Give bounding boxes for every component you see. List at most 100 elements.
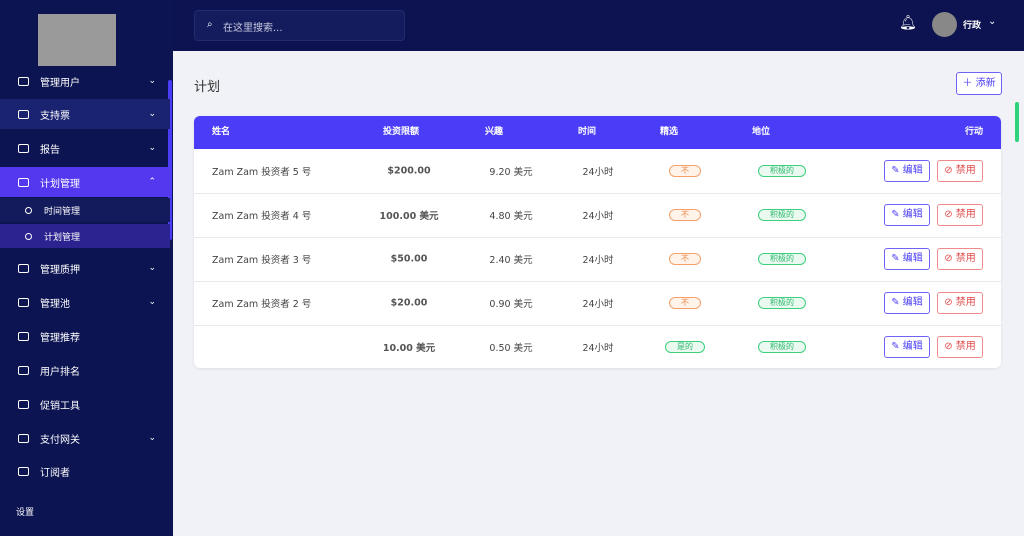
user-name[interactable]: 行政 bbox=[963, 21, 982, 31]
edit-label: 编辑 bbox=[902, 209, 923, 220]
nav-item[interactable]: 管理池 ⌄ bbox=[0, 287, 170, 317]
status-badge: 积极的 bbox=[758, 341, 806, 353]
featured-badge: 是的 bbox=[665, 341, 705, 353]
add-label: 添新 bbox=[975, 78, 996, 89]
row-divider bbox=[194, 193, 1001, 194]
featured-badge: 不 bbox=[669, 209, 701, 221]
nav-icon bbox=[18, 297, 29, 307]
sidebar: 管理用户 ⌄ 支持票 ⌄ 报告 ⌄ 计划管理 ⌃ 时间管理 计划管理 管理质押 ⌄ 管理池 ⌄ 管理推荐 用户… bbox=[0, 0, 173, 536]
nav-label: 促销工具 bbox=[40, 400, 80, 412]
disable-label: 禁用 bbox=[955, 341, 976, 352]
nav-item[interactable]: 管理质押 ⌄ bbox=[0, 253, 170, 283]
avatar[interactable] bbox=[932, 12, 957, 37]
nav-caret: ⌄ bbox=[148, 76, 156, 86]
nav-label: 管理池 bbox=[40, 298, 70, 310]
nav-label: 管理推荐 bbox=[40, 332, 80, 344]
featured-badge: 不 bbox=[669, 253, 701, 265]
status-badge: 积极的 bbox=[758, 253, 806, 265]
disable-button[interactable]: ⊘ 禁用 bbox=[937, 292, 983, 314]
nav-icon bbox=[18, 365, 29, 375]
search-box[interactable]: ⌕ 在这里搜索... bbox=[194, 10, 405, 41]
column-header: 兴趣 bbox=[484, 127, 503, 137]
plan-name: Zam Zam 投资者 4 号 bbox=[212, 211, 312, 222]
plan-name: Zam Zam 投资者 5 号 bbox=[212, 167, 312, 178]
nav-caret: ⌄ bbox=[148, 263, 156, 273]
nav-item[interactable]: 管理推荐 bbox=[0, 321, 170, 351]
row-divider bbox=[194, 281, 1001, 282]
nav-label: 支付网关 bbox=[40, 434, 80, 446]
nav-caret: ⌄ bbox=[148, 297, 156, 307]
topbar: ⌕ 在这里搜索... 🔔︎ 行政 ⌄ bbox=[173, 0, 1024, 51]
nav-icon bbox=[18, 466, 29, 476]
status-badge: 积极的 bbox=[758, 165, 806, 177]
nav-icon bbox=[18, 143, 29, 153]
nav-item[interactable]: 计划管理 ⌃ bbox=[0, 167, 170, 197]
status-badge: 积极的 bbox=[758, 209, 806, 221]
nav-label: 管理质押 bbox=[40, 264, 80, 276]
table-card: 姓名 投资限额 兴趣 时间 精选 地位 行动 Zam Zam 投资者 5 号 $200.00 9.… bbox=[194, 116, 1001, 368]
column-header: 时间 bbox=[577, 127, 596, 137]
nav-label: 管理用户 bbox=[40, 77, 80, 89]
nav-item[interactable]: 促销工具 bbox=[0, 389, 170, 419]
bell[interactable]: 🔔︎ bbox=[899, 15, 917, 31]
row-divider bbox=[194, 325, 1001, 326]
disable-label: 禁用 bbox=[955, 209, 976, 220]
page-title: 计划 bbox=[194, 80, 221, 95]
edit-label: 编辑 bbox=[902, 341, 923, 352]
column-header: 精选 bbox=[659, 127, 678, 137]
nav-label: 用户排名 bbox=[40, 366, 80, 378]
status-badge: 积极的 bbox=[758, 297, 806, 309]
row-divider bbox=[194, 237, 1001, 238]
nav-item[interactable]: 管理用户 ⌄ bbox=[0, 66, 170, 96]
disable-button[interactable]: ⊘ 禁用 bbox=[937, 204, 983, 226]
edit-label: 编辑 bbox=[902, 165, 923, 176]
nav-icon bbox=[18, 433, 29, 443]
disable-button[interactable]: ⊘ 禁用 bbox=[937, 336, 983, 358]
edit-button[interactable]: ✎ 编辑 bbox=[884, 204, 930, 226]
nav-icon bbox=[18, 263, 29, 273]
search-placeholder: 在这里搜索... bbox=[223, 23, 283, 34]
column-header: 投资限额 bbox=[382, 127, 419, 137]
edit-button[interactable]: ✎ 编辑 bbox=[884, 292, 930, 314]
logo bbox=[38, 14, 116, 66]
featured-badge: 不 bbox=[669, 165, 701, 177]
edit-label: 编辑 bbox=[902, 297, 923, 308]
edit-button[interactable]: ✎ 编辑 bbox=[884, 160, 930, 182]
disable-label: 禁用 bbox=[955, 297, 976, 308]
edit-button[interactable]: ✎ 编辑 bbox=[884, 248, 930, 270]
table-header bbox=[194, 116, 1001, 149]
nav-subitem[interactable]: 时间管理 bbox=[0, 198, 170, 222]
edit-button[interactable]: ✎ 编辑 bbox=[884, 336, 930, 358]
nav-caret: ⌄ bbox=[148, 433, 156, 443]
nav-label: 计划管理 bbox=[40, 178, 80, 190]
nav-label: 订阅者 bbox=[40, 467, 70, 479]
nav-item[interactable]: 支付网关 ⌄ bbox=[0, 423, 170, 453]
nav-label: 支持票 bbox=[40, 110, 70, 122]
edit-label: 编辑 bbox=[902, 253, 923, 264]
nav-item[interactable]: 用户排名 bbox=[0, 355, 170, 385]
column-header: 姓名 bbox=[212, 127, 231, 137]
disable-label: 禁用 bbox=[955, 253, 976, 264]
nav-item[interactable]: 报告 ⌄ bbox=[0, 133, 170, 163]
column-header: 行动 bbox=[964, 127, 983, 137]
featured-badge: 不 bbox=[669, 297, 701, 309]
disable-button[interactable]: ⊘ 禁用 bbox=[937, 248, 983, 270]
scrollbar bbox=[168, 80, 172, 240]
nav-caret: ⌃ bbox=[148, 177, 156, 187]
disable-button[interactable]: ⊘ 禁用 bbox=[937, 160, 983, 182]
nav-item[interactable]: 支持票 ⌄ bbox=[0, 99, 170, 129]
nav-subitem[interactable]: 计划管理 bbox=[0, 224, 170, 248]
nav-caret: ⌄ bbox=[148, 109, 156, 119]
column-header: 地位 bbox=[751, 127, 770, 137]
nav-icon bbox=[18, 177, 29, 187]
nav-item[interactable]: 订阅者 bbox=[0, 456, 170, 486]
search-icon: ⌕ bbox=[207, 19, 213, 30]
nav-footer[interactable]: 设置 bbox=[16, 508, 35, 518]
user-caret: ⌄ bbox=[988, 16, 997, 27]
plan-name: Zam Zam 投资者 3 号 bbox=[212, 255, 312, 266]
page-scrollbar bbox=[1015, 102, 1019, 142]
add-button[interactable]: ＋ 添新 bbox=[956, 72, 1002, 95]
disable-label: 禁用 bbox=[955, 165, 976, 176]
nav-icon bbox=[18, 109, 29, 119]
